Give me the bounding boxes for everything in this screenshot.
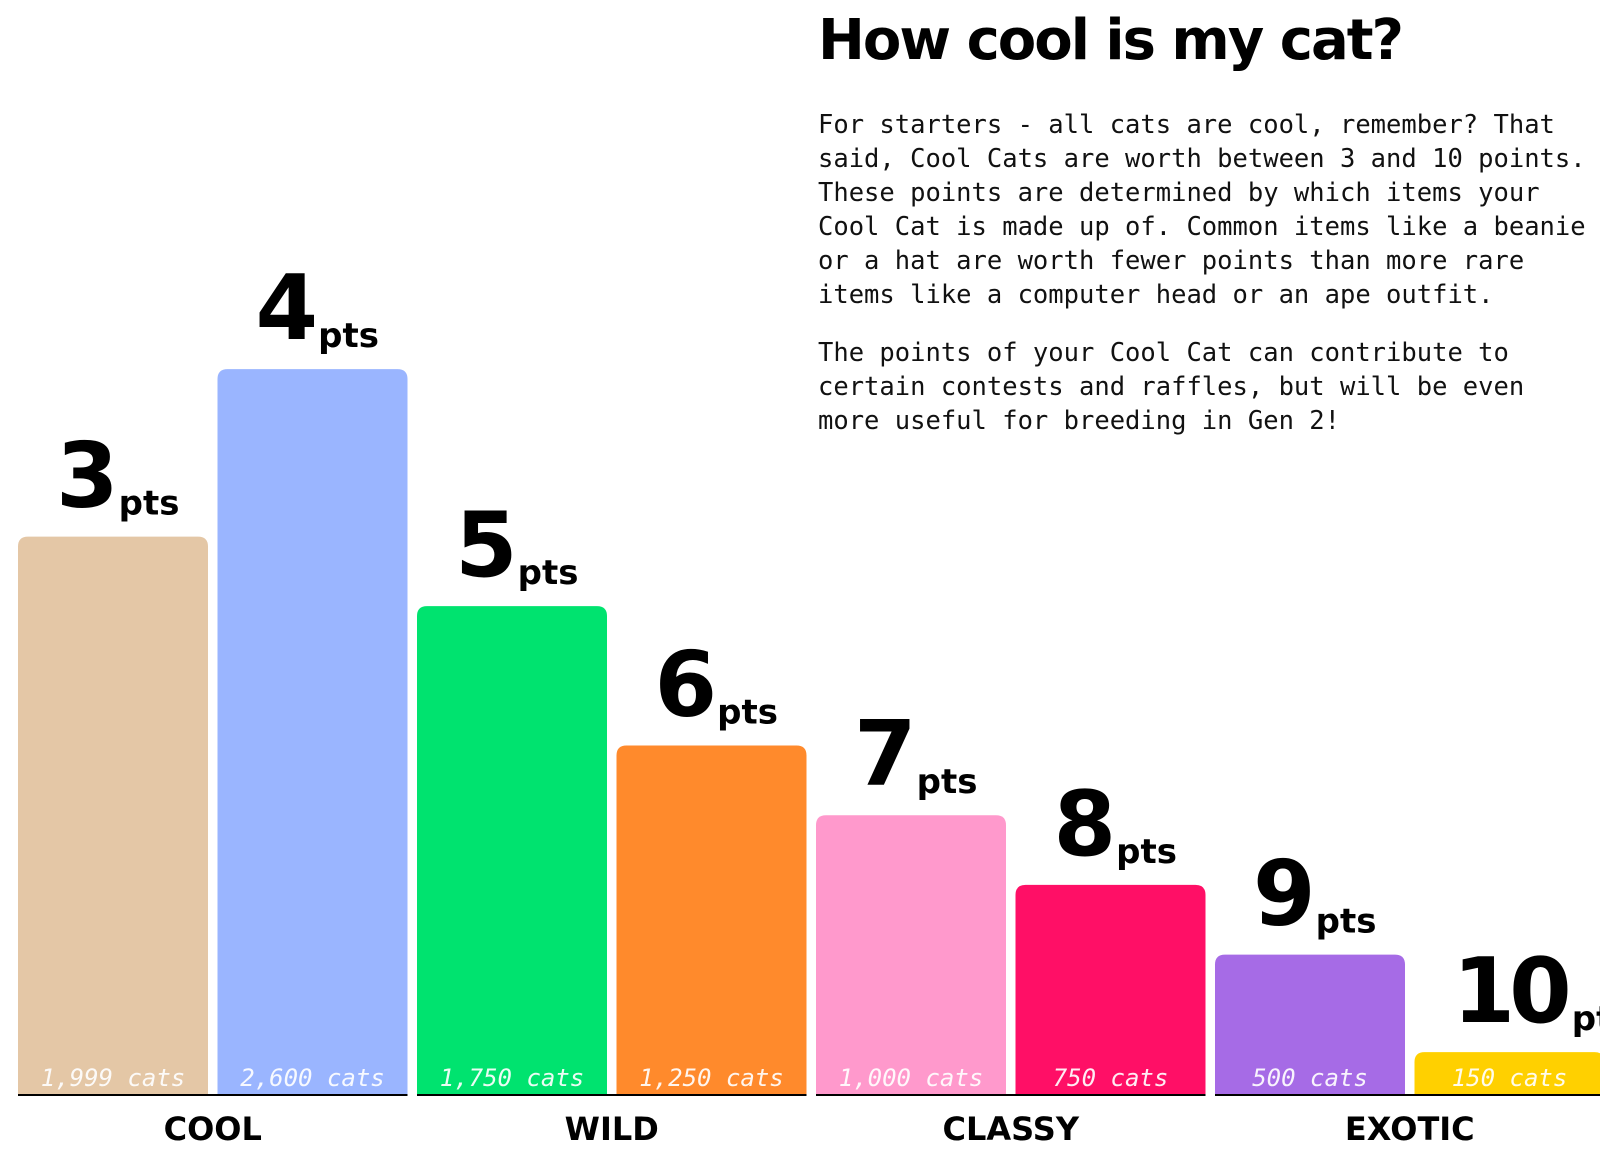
- points-unit: pts: [1316, 902, 1377, 942]
- cats-count-label: 1,250 cats: [639, 1064, 784, 1092]
- points-value: 4: [256, 256, 315, 361]
- points-value: 7: [854, 702, 911, 807]
- points-label: 4 pts: [256, 256, 379, 361]
- cats-count-label: 1,750 cats: [440, 1064, 585, 1092]
- bar-10-pts: [1414, 1052, 1600, 1094]
- points-value: 3: [56, 424, 113, 529]
- points-unit: pts: [518, 553, 579, 593]
- bar-5-pts: [417, 606, 607, 1094]
- points-value: 10: [1453, 939, 1569, 1044]
- cats-count-label: 1,000 cats: [839, 1064, 984, 1092]
- bar-4-pts: [217, 369, 408, 1094]
- points-value: 5: [455, 493, 512, 598]
- points-unit: pts: [717, 693, 778, 733]
- points-unit: pts: [119, 484, 180, 524]
- group-label-cool: COOL: [164, 1110, 262, 1148]
- points-unit: pts: [318, 316, 379, 356]
- bar-7-pts: [816, 815, 1006, 1094]
- points-label: 7 pts: [854, 702, 977, 807]
- page-title: How cool is my cat?: [818, 8, 1404, 73]
- cats-count-label: 150 cats: [1452, 1064, 1568, 1092]
- bar-6-pts: [616, 745, 807, 1094]
- points-value: 9: [1253, 842, 1310, 947]
- bar-9-pts: [1215, 954, 1405, 1094]
- points-unit: pts: [1116, 832, 1177, 872]
- bar-3-pts: [18, 536, 208, 1094]
- description: For starters - all cats are cool, rememb…: [818, 108, 1588, 462]
- cats-count-label: 2,600 cats: [240, 1064, 385, 1092]
- points-label: 6 pts: [655, 633, 778, 738]
- group-label-wild: WILD: [565, 1110, 659, 1148]
- points-label: 9 pts: [1253, 842, 1376, 947]
- points-value: 8: [1054, 772, 1112, 877]
- points-value: 6: [655, 633, 713, 738]
- points-label: 10pts: [1453, 939, 1600, 1044]
- group-label-classy: CLASSY: [943, 1110, 1080, 1148]
- cats-count-label: 1,999 cats: [41, 1064, 186, 1092]
- group-label-exotic: EXOTIC: [1345, 1110, 1475, 1148]
- description-paragraph-2: The points of your Cool Cat can contribu…: [818, 338, 1525, 436]
- points-label: 5 pts: [455, 493, 578, 598]
- cats-count-label: 500 cats: [1252, 1064, 1368, 1092]
- description-paragraph-1: For starters - all cats are cool, rememb…: [818, 110, 1586, 310]
- points-unit: pts: [1572, 999, 1600, 1039]
- points-label: 3 pts: [56, 424, 179, 529]
- bar-8-pts: [1015, 884, 1206, 1094]
- points-label: 8 pts: [1054, 772, 1177, 877]
- cats-count-label: 750 cats: [1053, 1064, 1169, 1092]
- points-unit: pts: [917, 762, 978, 802]
